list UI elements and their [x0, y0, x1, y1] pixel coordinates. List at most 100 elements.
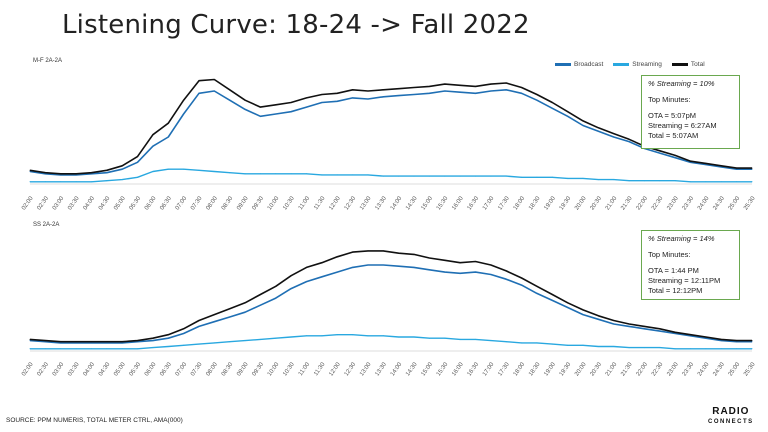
chart1-point-broadcast	[167, 136, 169, 138]
chart1-point-streaming	[720, 181, 722, 183]
chart2-point-broadcast	[597, 318, 599, 320]
brand-logo-line1: RADIO	[712, 406, 750, 417]
chart1-x-tick-label: 02:00	[21, 195, 35, 211]
chart2-point-total	[398, 252, 400, 254]
chart2-point-streaming	[613, 346, 615, 347]
chart1-x-tick-label: 10:30	[282, 195, 296, 211]
chart2-point-streaming	[275, 337, 277, 339]
chart1-annotation-line: Total = 5:07AM	[648, 131, 699, 140]
chart2-annotation-headline: % Streaming = 14%	[648, 234, 715, 243]
chart2-x-tick-label: 06:00	[144, 361, 158, 377]
chart2-point-streaming	[521, 342, 523, 344]
chart2-point-streaming	[167, 346, 169, 347]
chart2-point-total	[413, 253, 415, 255]
chart2-point-streaming	[751, 348, 753, 350]
chart2-point-total	[720, 338, 722, 340]
chart2-point-streaming	[428, 337, 430, 339]
chart2-x-tick-label: 05:00	[113, 361, 127, 377]
chart2-annotation-line: OTA = 1:44 PM	[648, 266, 699, 275]
chart1-x-tick-label: 23:30	[682, 195, 696, 211]
chart1-point-broadcast	[490, 90, 492, 92]
chart2-point-broadcast	[306, 281, 307, 283]
chart1-point-streaming	[428, 175, 430, 177]
chart1-point-broadcast	[137, 161, 138, 163]
chart1-x-tick-label: 24:30	[712, 195, 726, 211]
chart1-x-tick-label: 16:30	[467, 195, 481, 211]
chart1-point-total	[444, 83, 446, 85]
chart1-point-streaming	[44, 181, 46, 183]
chart1-point-streaming	[705, 181, 707, 183]
chart2-annotation-subtitle: Top Minutes:	[648, 250, 691, 259]
chart1-point-total	[290, 102, 292, 103]
chart2-point-streaming	[659, 347, 661, 349]
chart2-point-broadcast	[137, 341, 138, 343]
chart1-point-broadcast	[597, 130, 599, 132]
chart2-point-total	[290, 275, 292, 277]
chart2-point-streaming	[705, 348, 707, 350]
chart2-point-streaming	[597, 346, 599, 347]
chart2-x-tick-label: 09:30	[252, 361, 266, 377]
chart1-point-broadcast	[720, 166, 722, 168]
chart1-point-total	[90, 172, 92, 174]
chart2-point-total	[582, 309, 584, 311]
chart2-point-total	[90, 341, 92, 343]
chart2-x-tick-label: 11:00	[298, 361, 312, 377]
chart1-x-tick-label: 03:00	[52, 195, 66, 211]
chart1-x-tick-label: 03:30	[67, 195, 81, 211]
legend-total: Total	[671, 61, 705, 68]
chart2-point-streaming	[644, 347, 645, 349]
chart1-x-tick-label: 11:00	[298, 195, 312, 211]
chart2-point-broadcast	[644, 328, 645, 330]
chart1-point-streaming	[29, 181, 31, 183]
chart1-point-broadcast	[352, 97, 354, 99]
chart1-point-broadcast	[674, 157, 676, 159]
chart2-point-total	[44, 340, 46, 342]
chart2-x-tick-label: 02:00	[21, 361, 35, 377]
chart1-point-total	[521, 87, 523, 88]
chart1-x-tick-label: 22:30	[651, 195, 665, 211]
chart1-x-tick-label: 12:00	[328, 195, 342, 211]
chart1-point-total	[213, 79, 215, 80]
chart2-x-tick-label: 22:00	[636, 361, 650, 377]
chart1-x-tick-label: 08:00	[205, 195, 219, 211]
chart2-point-broadcast	[321, 276, 323, 278]
chart1-x-tick-label: 25:00	[728, 195, 742, 211]
chart2-point-total	[306, 266, 307, 268]
legend-broadcast-label: Broadcast	[574, 61, 604, 68]
chart1-x-tick-label: 24:00	[697, 195, 711, 211]
chart1-point-total	[674, 154, 676, 156]
legend-streaming-swatch	[613, 63, 630, 66]
chart1-point-total	[367, 90, 369, 92]
chart1-point-broadcast	[551, 107, 553, 109]
chart1-point-streaming	[490, 175, 492, 177]
chart1-x-tick-label: 19:00	[543, 195, 557, 211]
chart1-point-streaming	[475, 175, 476, 177]
chart1-point-streaming	[275, 173, 277, 175]
chart2-point-streaming	[720, 348, 722, 350]
chart2-point-total	[137, 340, 138, 342]
chart1-point-total	[382, 89, 384, 91]
chart1-x-tick-label: 22:00	[636, 195, 650, 211]
chart2-point-streaming	[567, 344, 569, 346]
chart1-point-streaming	[152, 171, 154, 172]
chart1-point-streaming	[367, 174, 369, 176]
chart1-x-tick-label: 21:00	[605, 195, 619, 211]
chart2-point-streaming	[229, 341, 231, 343]
chart1-x-tick-label: 18:00	[513, 195, 527, 211]
chart2-point-total	[628, 323, 630, 325]
chart2-point-broadcast	[659, 330, 661, 332]
chart2-point-total	[29, 338, 31, 340]
chart2-point-total	[659, 328, 661, 330]
chart2-x-tick-label: 09:00	[236, 361, 250, 377]
chart2-point-total	[459, 262, 461, 264]
chart1-point-total	[306, 97, 307, 99]
chart2-x-tick-label: 19:00	[543, 361, 557, 377]
chart1-point-streaming	[213, 171, 215, 172]
chart2-point-total	[198, 320, 200, 321]
chart1-point-streaming	[690, 181, 692, 183]
chart1-x-tick-label: 05:00	[113, 195, 127, 211]
chart1-point-broadcast	[259, 115, 261, 117]
chart2-series-total	[29, 250, 752, 343]
chart2-x-tick-label: 16:00	[451, 361, 465, 377]
chart2-point-streaming	[137, 348, 138, 350]
